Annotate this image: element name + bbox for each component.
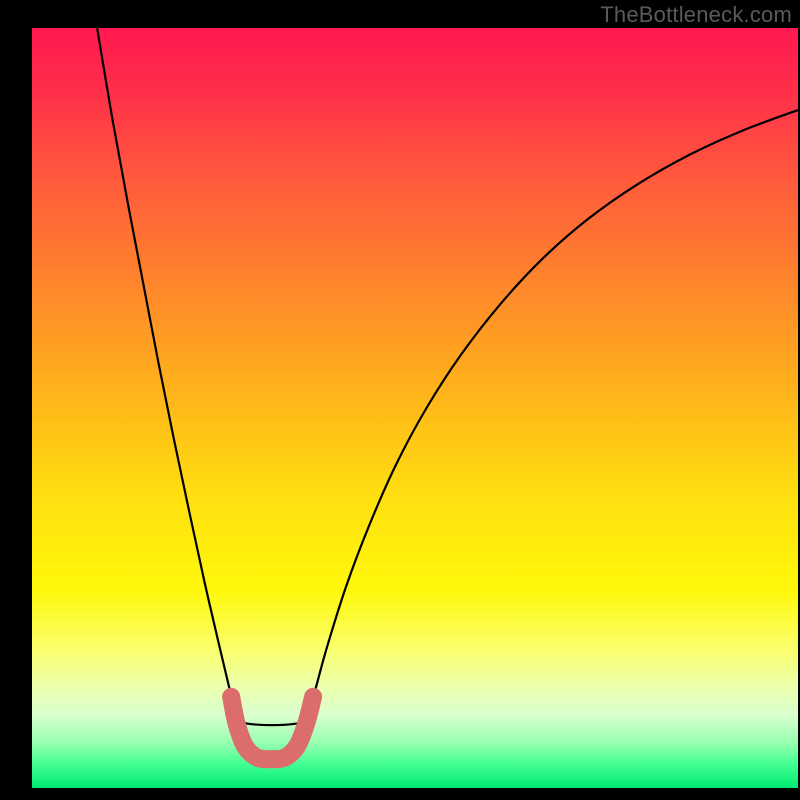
curve-overlay bbox=[32, 28, 798, 788]
plot-area bbox=[32, 28, 798, 788]
bottom-u-connector bbox=[231, 697, 313, 759]
bottleneck-curve bbox=[97, 28, 798, 725]
watermark-text: TheBottleneck.com bbox=[600, 2, 792, 28]
